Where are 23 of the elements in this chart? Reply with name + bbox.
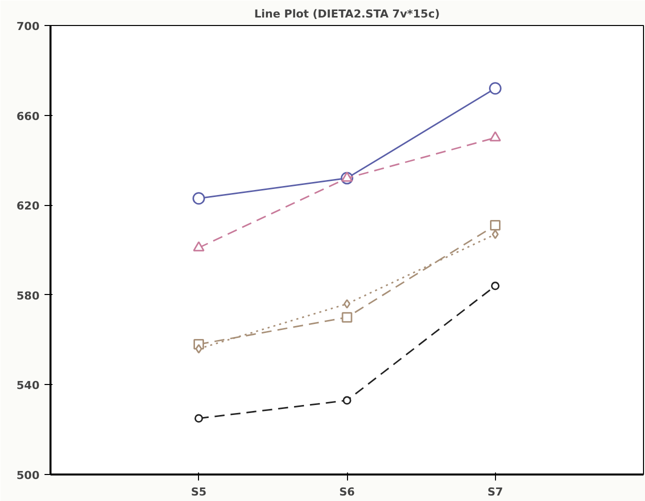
point: [342, 312, 352, 323]
y-tick-label: 500: [16, 469, 40, 482]
y-tick-label: 620: [16, 200, 40, 213]
point: [489, 82, 502, 95]
point: [490, 131, 501, 142]
point: [195, 344, 202, 354]
point: [492, 230, 499, 240]
y-tick-label: 700: [16, 20, 40, 33]
point: [194, 414, 203, 423]
point: [491, 282, 500, 290]
point: [490, 220, 500, 231]
y-tick-label: 540: [16, 379, 40, 392]
point: [341, 172, 353, 182]
x-tick-label: S6: [339, 486, 356, 498]
point: [342, 396, 352, 405]
point: [193, 241, 204, 252]
y-tick-label: 660: [16, 110, 40, 123]
point: [192, 192, 205, 205]
chart-title: Line Plot (DIETA2.STA 7v*15c): [254, 8, 440, 20]
x-tick-label: S5: [190, 486, 207, 498]
x-tick-label: S7: [487, 486, 504, 498]
point: [344, 299, 350, 309]
y-tick-label: 580: [16, 289, 40, 302]
